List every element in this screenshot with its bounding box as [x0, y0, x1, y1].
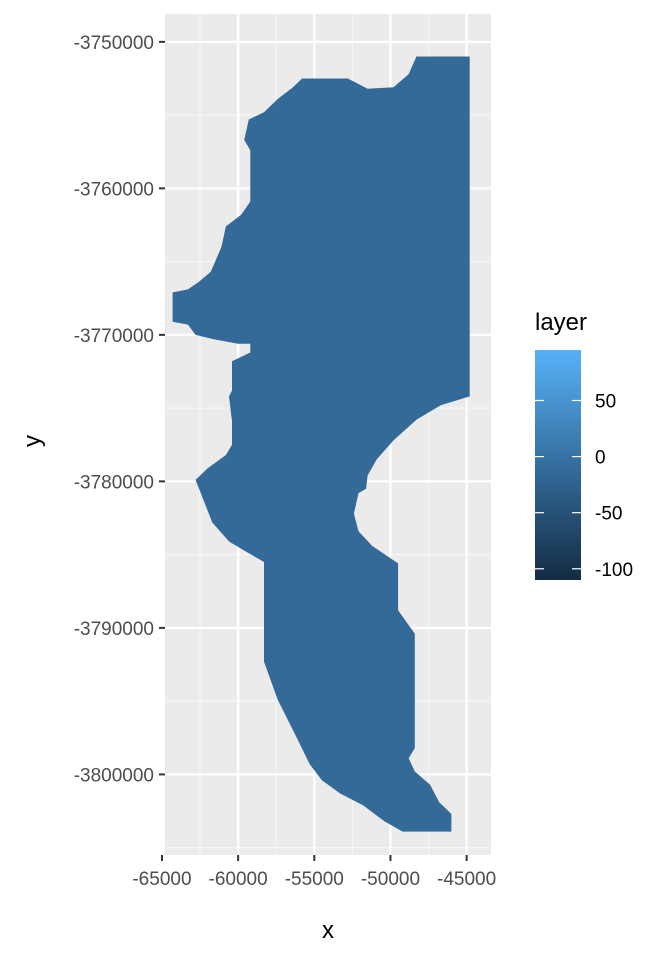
x-tick-label: -50000 [361, 869, 420, 890]
x-tick-label: -45000 [437, 869, 496, 890]
y-tick-label: -3750000 [74, 33, 154, 54]
y-tick-label: -3800000 [74, 765, 154, 786]
legend-label: -50 [595, 504, 622, 525]
legend-label: 0 [595, 448, 606, 469]
x-tick-label: -55000 [285, 869, 344, 890]
legend-title: layer [535, 309, 587, 336]
x-tick-label: -60000 [209, 869, 268, 890]
y-tick-label: -3790000 [74, 619, 154, 640]
legend-label: 50 [595, 391, 616, 412]
y-axis-ticks: -3750000 -3760000 -3770000 -3780000 -3790000… [74, 33, 165, 786]
raster-region [172, 56, 470, 832]
x-axis-ticks: -65000 -60000 -55000 -50000 -45000 [132, 855, 496, 890]
y-tick-label: -3760000 [74, 179, 154, 200]
y-tick-label: -3780000 [74, 472, 154, 493]
x-axis-title: x [322, 917, 334, 944]
y-tick-label: -3770000 [74, 326, 154, 347]
x-tick-label: -65000 [132, 869, 191, 890]
legend-label: -100 [595, 560, 633, 581]
legend-colorbar [535, 350, 581, 580]
y-axis-title: y [19, 435, 46, 447]
legend-ticks: 50 0 -50 -100 [535, 391, 633, 581]
